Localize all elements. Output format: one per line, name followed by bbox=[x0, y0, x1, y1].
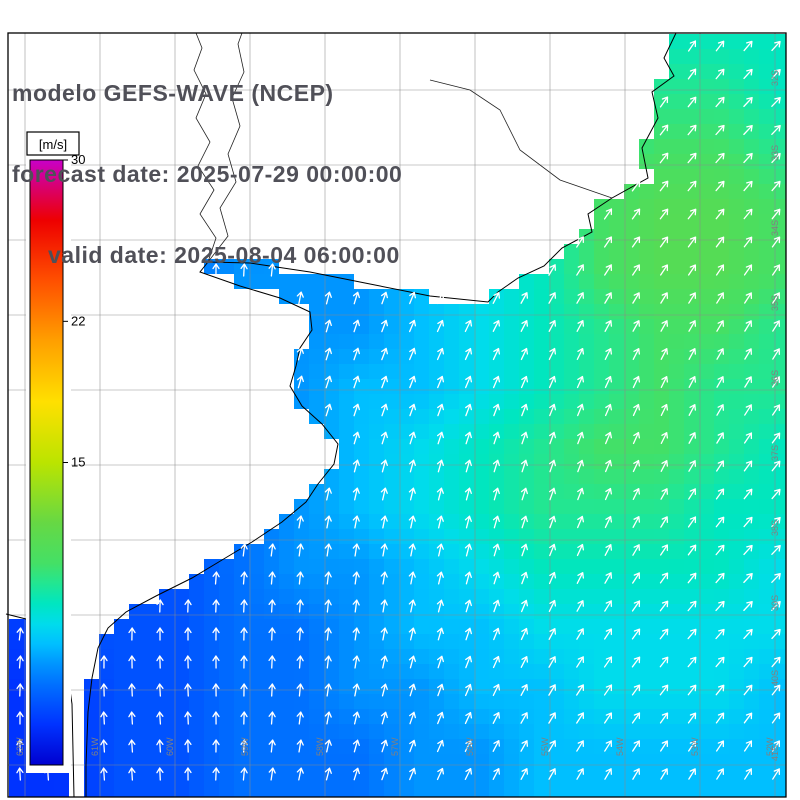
svg-text:36S: 36S bbox=[770, 370, 780, 386]
forecast-date: forecast date: 2025-07-29 00:00:00 bbox=[12, 161, 403, 187]
svg-text:22: 22 bbox=[71, 313, 85, 328]
svg-text:53W: 53W bbox=[690, 737, 700, 756]
map-frame bbox=[7, 32, 787, 798]
graticule-lines bbox=[8, 33, 786, 797]
model-title: modelo GEFS-WAVE (NCEP) bbox=[12, 80, 334, 106]
svg-text:58W: 58W bbox=[315, 737, 325, 756]
svg-text:57W: 57W bbox=[390, 737, 400, 756]
svg-text:[m/s]: [m/s] bbox=[39, 137, 67, 152]
svg-text:37S: 37S bbox=[770, 445, 780, 461]
svg-text:32S: 32S bbox=[770, 70, 780, 86]
svg-text:62W: 62W bbox=[15, 737, 25, 756]
svg-text:59W: 59W bbox=[240, 737, 250, 756]
title-block: modelo GEFS-WAVE (NCEP) forecast date: 2… bbox=[12, 26, 402, 323]
svg-text:30: 30 bbox=[71, 152, 85, 167]
svg-text:35S: 35S bbox=[770, 295, 780, 311]
axis-labels: 62W 61W 60W 59W 58W 57W 56W 55W 54W 53W 52W 32S 33S 3… bbox=[15, 70, 780, 761]
svg-text:56W: 56W bbox=[465, 737, 475, 756]
valid-date: valid date: 2025-08-04 06:00:00 bbox=[48, 242, 400, 268]
svg-text:34S: 34S bbox=[770, 220, 780, 236]
svg-text:60W: 60W bbox=[165, 737, 175, 756]
svg-text:61W: 61W bbox=[90, 737, 100, 756]
svg-text:41S: 41S bbox=[770, 745, 780, 761]
svg-text:52W: 52W bbox=[765, 737, 775, 756]
svg-text:33S: 33S bbox=[770, 145, 780, 161]
coastline bbox=[5, 32, 677, 798]
svg-text:55W: 55W bbox=[540, 737, 550, 756]
wind-direction-arrows bbox=[16, 40, 781, 781]
colorbar: [m/s] 30 22 15 bbox=[26, 131, 85, 773]
svg-text:38S: 38S bbox=[770, 520, 780, 536]
svg-text:40S: 40S bbox=[770, 670, 780, 686]
svg-text:54W: 54W bbox=[615, 737, 625, 756]
svg-text:39S: 39S bbox=[770, 595, 780, 611]
svg-text:15: 15 bbox=[71, 455, 85, 470]
